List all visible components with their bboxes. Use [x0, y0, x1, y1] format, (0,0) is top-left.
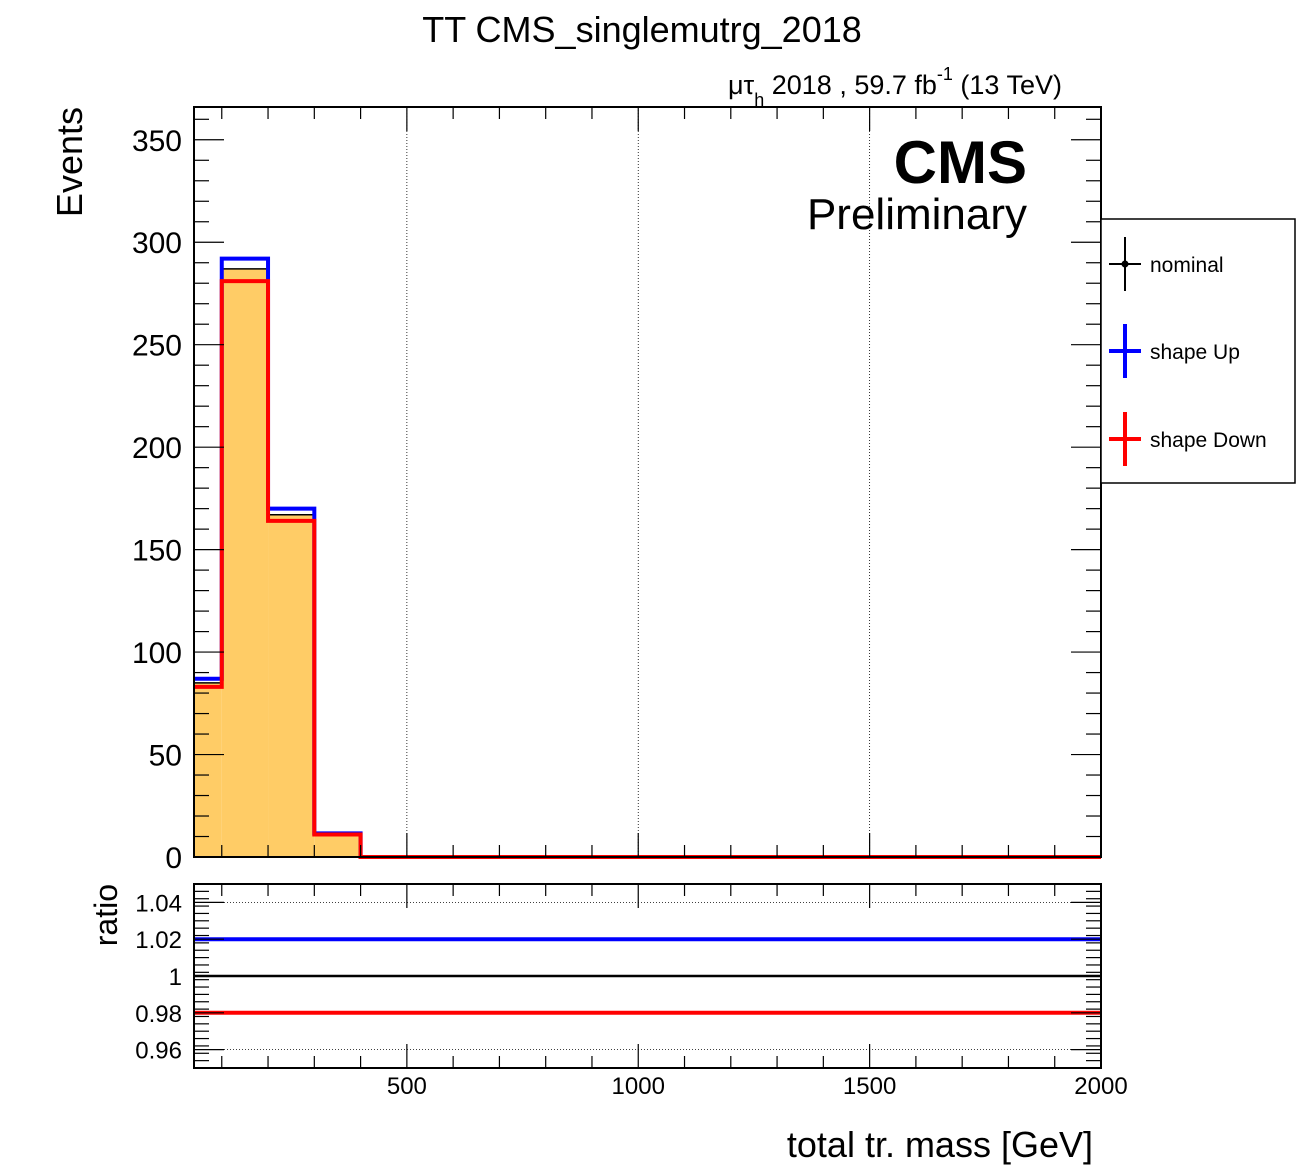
ratio-y-tick-labels: 0.96 0.98 1 1.02 1.04 — [135, 890, 182, 1064]
x-tick-label: 2000 — [1074, 1073, 1127, 1100]
shape-up-line — [194, 256, 1101, 859]
nominal-outline — [194, 268, 1101, 858]
lumi-exponent: -1 — [937, 64, 953, 84]
ratio-ticks — [194, 883, 1102, 1069]
legend-label-nominal: nominal — [1150, 254, 1224, 277]
legend-label-shape-up: shape Up — [1150, 341, 1240, 364]
nominal-bar — [314, 834, 361, 857]
y-tick-label: 350 — [132, 125, 182, 158]
nominal-bar — [194, 682, 222, 857]
lumi-label: μτh 2018 , 59.7 fb-1 (13 TeV) — [728, 64, 1062, 110]
legend-entry-shape-up: shape Up — [1109, 324, 1240, 378]
lumi-text: 2018 , 59.7 fb — [764, 70, 937, 100]
top-grid — [406, 107, 871, 857]
shape-down-line — [194, 279, 1101, 859]
x-tick-label: 1500 — [843, 1073, 896, 1100]
lumi-channel: μτ — [728, 70, 755, 100]
ratio-y-tick-label: 0.98 — [135, 1001, 182, 1028]
top-ticks — [194, 107, 1102, 858]
x-tick-labels: 500 1000 1500 2000 — [387, 1073, 1128, 1100]
chart-title: TT CMS_singlemutrg_2018 — [422, 9, 862, 50]
y-tick-label: 100 — [132, 637, 182, 670]
x-tick-label: 500 — [387, 1073, 427, 1100]
y-tick-label: 300 — [132, 227, 182, 260]
y-tick-label: 0 — [165, 842, 182, 875]
top-y-axis-label: Events — [49, 107, 90, 217]
x-tick-label: 1000 — [612, 1073, 665, 1100]
y-tick-label: 250 — [132, 330, 182, 363]
ratio-y-tick-label: 0.96 — [135, 1038, 182, 1065]
ratio-y-tick-label: 1 — [169, 964, 182, 991]
nominal-bar — [268, 514, 315, 857]
x-axis-label: total tr. mass [GeV] — [787, 1124, 1093, 1165]
top-y-tick-labels: 0 50 100 150 200 250 300 350 — [132, 125, 182, 875]
ratio-y-tick-label: 1.04 — [135, 890, 182, 917]
ratio-y-tick-label: 1.02 — [135, 927, 182, 954]
ratio-y-axis-label: ratio — [88, 884, 124, 946]
cms-label: CMS — [894, 129, 1027, 196]
lumi-suffix: (13 TeV) — [953, 70, 1062, 100]
lumi-channel-sub: h — [754, 90, 764, 110]
y-tick-label: 50 — [149, 740, 182, 773]
nominal-bar — [221, 268, 269, 857]
ratio-lines — [194, 937, 1101, 1015]
legend-entry-nominal: nominal — [1109, 237, 1224, 291]
legend: nominal shape Up shape Down — [1100, 218, 1296, 484]
svg-text:μτh 2018 , 59.7 fb-1 (13 TeV): μτh 2018 , 59.7 fb-1 (13 TeV) — [728, 64, 1062, 110]
legend-entry-shape-down: shape Down — [1109, 412, 1267, 466]
cms-sublabel: Preliminary — [807, 190, 1027, 239]
top-histograms — [194, 256, 1101, 859]
legend-label-shape-down: shape Down — [1150, 429, 1267, 452]
y-tick-label: 200 — [132, 432, 182, 465]
y-tick-label: 150 — [132, 535, 182, 568]
